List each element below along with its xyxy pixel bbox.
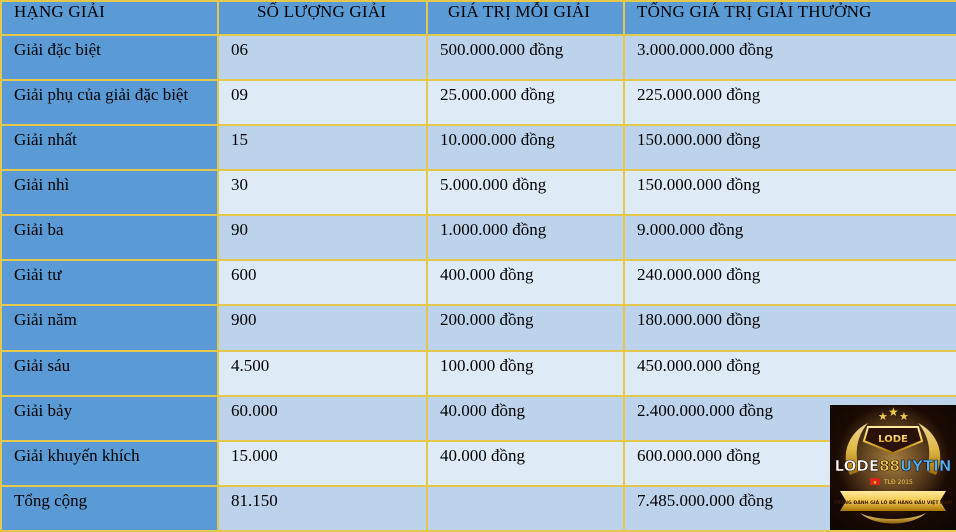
crest-shield-icon <box>862 426 924 455</box>
value-cell: 1.000.000 đồng <box>426 214 625 262</box>
table-row-giai-phu-cua-giai-dac-biet: Giải phụ của giải đặc biệt 09 25.000.000 đ… <box>0 79 956 127</box>
flag-icon <box>870 478 880 485</box>
table-row-giai-dac-biet: Giải đặc biệt 06 500.000.000 đồng 3.000.000… <box>0 33 956 82</box>
total-cell: 3.000.000.000 đồng <box>623 33 956 82</box>
table-body: Giải đặc biệt 06 500.000.000 đồng 3.000.000… <box>0 33 956 532</box>
value-cell <box>426 484 625 532</box>
table-row-giai-nhat: Giải nhất 15 10.000.000 đồng 150.000.000 đồ… <box>0 124 956 172</box>
rank-cell: Tổng cộng <box>0 484 219 532</box>
total-cell: 150.000.000 đồng <box>623 169 956 217</box>
count-cell: 600 <box>217 259 428 307</box>
rank-cell: Giải phụ của giải đặc biệt <box>0 79 219 127</box>
crest-text: LODE <box>878 434 908 445</box>
value-cell: 25.000.000 đồng <box>426 79 625 127</box>
count-cell: 81.150 <box>217 484 428 532</box>
rank-cell: Giải sáu <box>0 349 219 397</box>
value-cell: 40.000 đồng <box>426 394 625 442</box>
count-cell: 06 <box>217 33 428 82</box>
value-cell: 200.000 đồng <box>426 304 625 352</box>
since-text: TLĐ 2015 <box>883 479 913 486</box>
header-cell-count: SỐ LƯỢNG GIẢI <box>217 0 428 36</box>
rank-cell: Giải đặc biệt <box>0 33 219 82</box>
ribbon-icon <box>840 491 946 511</box>
star-icon: ★ <box>899 410 909 423</box>
watermark-logo: ★ ★ ★ LODE LODE88UYTIN ★ TLĐ 2015 TRANG … <box>830 405 956 530</box>
laurel-right-icon <box>918 423 941 475</box>
svg-text:★: ★ <box>873 480 878 486</box>
table-row-giai-nam: Giải năm 900 200.000 đồng 180.000.000 đồng <box>0 304 956 352</box>
rank-cell: Giải nhất <box>0 124 219 172</box>
header-row: HẠNG GIẢI SỐ LƯỢNG GIẢI GIÁ TRỊ MỖI GIẢI… <box>0 0 956 36</box>
table-row-giai-khuyen-khich: Giải khuyến khích 15.000 40.000 đồng 600.00… <box>0 439 956 487</box>
rank-cell: Giải ba <box>0 214 219 262</box>
header-cell-value: GIÁ TRỊ MỖI GIẢI <box>426 0 625 36</box>
rank-cell: Giải khuyến khích <box>0 439 219 487</box>
brand-suffix: UYTIN <box>900 457 951 475</box>
table-row-giai-tu: Giải tư 600 400.000 đồng 240.000.000 đồng <box>0 259 956 307</box>
count-cell: 60.000 <box>217 394 428 442</box>
total-cell: 150.000.000 đồng <box>623 124 956 172</box>
value-cell: 400.000 đồng <box>426 259 625 307</box>
count-cell: 09 <box>217 79 428 127</box>
rank-cell: Giải nhì <box>0 169 219 217</box>
value-cell: 100.000 đồng <box>426 349 625 397</box>
total-cell: 225.000.000 đồng <box>623 79 956 127</box>
rank-cell: Giải bảy <box>0 394 219 442</box>
star-icon: ★ <box>878 410 888 423</box>
count-cell: 90 <box>217 214 428 262</box>
table-row-giai-bay: Giải bảy 60.000 40.000 đồng 2.400.000.000 đ… <box>0 394 956 442</box>
brand-prefix: LODE <box>835 457 879 475</box>
value-cell: 5.000.000 đồng <box>426 169 625 217</box>
table-row-giai-nhi: Giải nhì 30 5.000.000 đồng 150.000.000 đồng <box>0 169 956 217</box>
table-row-tong-cong: Tổng cộng 81.150 7.485.000.000 đồng <box>0 484 956 532</box>
table-row-giai-sau: Giải sáu 4.500 100.000 đồng 450.000.000 đồn… <box>0 349 956 397</box>
brand-wordmark: LODE88UYTIN <box>835 457 952 475</box>
count-cell: 15 <box>217 124 428 172</box>
star-icon: ★ <box>888 405 899 419</box>
value-cell: 500.000.000 đồng <box>426 33 625 82</box>
logo-graphic: ★ ★ ★ LODE LODE88UYTIN ★ TLĐ 2015 TRANG … <box>834 405 953 524</box>
laurel-left-icon <box>845 423 868 475</box>
table-row-giai-ba: Giải ba 90 1.000.000 đồng 9.000.000 đồng <box>0 214 956 262</box>
header-cell-total: TỔNG GIÁ TRỊ GIẢI THƯỞNG <box>623 0 956 36</box>
value-cell: 40.000 đồng <box>426 439 625 487</box>
header-cell-rank: HẠNG GIẢI <box>0 0 219 36</box>
rank-cell: Giải năm <box>0 304 219 352</box>
value-cell: 10.000.000 đồng <box>426 124 625 172</box>
count-cell: 4.500 <box>217 349 428 397</box>
rank-cell: Giải tư <box>0 259 219 307</box>
total-cell: 180.000.000 đồng <box>623 304 956 352</box>
tagline-text: TRANG ĐÁNH GIÁ LÔ ĐỀ HÀNG ĐẦU VIỆT NAM <box>834 497 953 506</box>
brand-number: 88 <box>879 457 900 475</box>
count-cell: 15.000 <box>217 439 428 487</box>
total-cell: 9.000.000 đồng <box>623 214 956 262</box>
total-cell: 450.000.000 đồng <box>623 349 956 397</box>
count-cell: 30 <box>217 169 428 217</box>
count-cell: 900 <box>217 304 428 352</box>
total-cell: 240.000.000 đồng <box>623 259 956 307</box>
